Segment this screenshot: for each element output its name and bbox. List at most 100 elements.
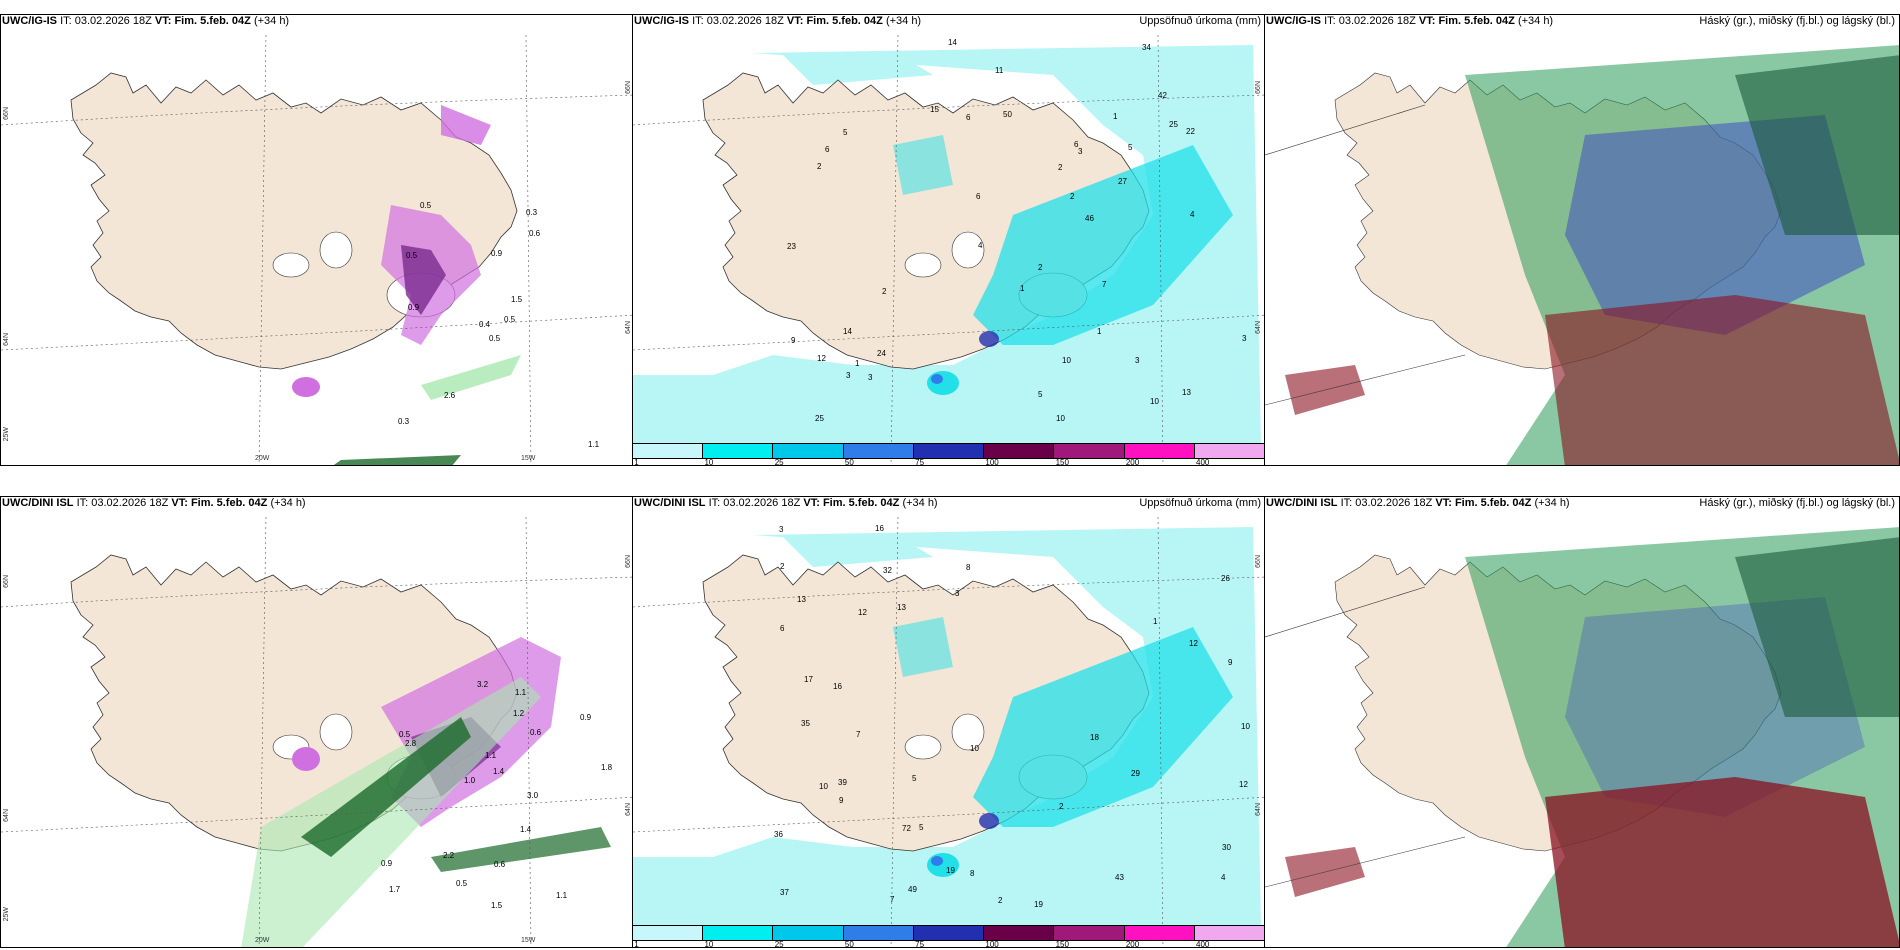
precip-value-label: 0.9 [491, 249, 503, 258]
panel-title: UWC/DINI ISL IT: 03.02.2026 18Z VT: Fim.… [2, 497, 306, 509]
precip-value-label: 8 [966, 563, 971, 572]
precip-value-label: 4 [1221, 873, 1226, 882]
lon-label-15: 15W [521, 937, 536, 944]
precip-value-label: 5 [912, 774, 917, 783]
precip-value-label: 2.8 [405, 739, 417, 748]
precip-value-label: 3.0 [527, 791, 539, 800]
colorbar-swatch [633, 444, 704, 458]
precip-value-label: 1.2 [513, 709, 525, 718]
wind-precip-map: 1.1 1.5 2.2 3.0 1.8 1.7 1.0 1.2 0.9 0.5 1.4 0.6 2.8 3… [1, 497, 633, 947]
precip-value-label: 18 [1090, 733, 1099, 742]
precip-value-label: 1.1 [485, 751, 497, 760]
colorbar-tick-label: 75 [915, 458, 925, 466]
precip-value-label: 24 [877, 349, 886, 358]
precip-value-label: 12 [1239, 780, 1248, 789]
colorbar-swatch [843, 926, 914, 940]
colorbar-swatch [1054, 926, 1125, 940]
precip-value-label: 2 [998, 896, 1003, 905]
precip-value-label: 19 [946, 866, 955, 875]
lat-label-66: 66N [3, 107, 10, 120]
precip-value-label: 12 [858, 608, 867, 617]
precip-value-label: 1.0 [464, 776, 476, 785]
colorbar-swatches [633, 443, 1265, 459]
panel-title: UWC/IG-IS IT: 03.02.2026 18Z VT: Fim. 5.… [1266, 15, 1554, 27]
colorbar-swatch [703, 444, 774, 458]
precip-value-label: 12 [1189, 639, 1198, 648]
precip-value-label: 2.6 [444, 391, 456, 400]
cloud-cover-map [1265, 517, 1899, 947]
precip-value-label: 7 [856, 730, 861, 739]
colorbar-tick-label: 10 [704, 940, 714, 948]
precip-value-label: 23 [787, 242, 796, 251]
precip-value-label: 1 [1153, 617, 1158, 626]
precip-value-label: 0.6 [529, 229, 541, 238]
precip-value-label: 13 [797, 595, 806, 604]
colorbar-swatch [984, 444, 1055, 458]
precip-value-label: 0.4 [479, 320, 491, 329]
precip-value-label: 9 [791, 336, 796, 345]
lat-label-66: 66N [3, 575, 10, 588]
colorbar-swatch [773, 926, 844, 940]
colorbar-tick-label: 400 [1196, 458, 1210, 466]
precip-value-label: 0.6 [530, 728, 542, 737]
panel-title: UWC/DINI ISL IT: 03.02.2026 18Z VT: Fim.… [634, 497, 938, 509]
precip-value-label: 16 [833, 682, 842, 691]
precip-value-label: 7 [1102, 280, 1107, 289]
colorbar-swatch [984, 926, 1055, 940]
precip-value-label: 46 [1085, 214, 1094, 223]
panel-wind-ig: UWC/IG-IS IT: 03.02.2026 18Z VT: Fim. 5.… [0, 14, 634, 466]
colorbar-swatch [1194, 926, 1265, 940]
precip-value-label: 11 [995, 66, 1004, 75]
precip-value-label: 10 [1241, 722, 1250, 731]
colorbar-tick-label: 100 [985, 940, 999, 948]
precip-value-label: 3 [1078, 147, 1083, 156]
panel-precip-dini: UWC/DINI ISL IT: 03.02.2026 18Z VT: Fim.… [632, 496, 1266, 948]
precip-value-label: 1.8 [601, 763, 613, 772]
precip-value-label: 6 [966, 113, 971, 122]
precip-value-label: 1.4 [493, 767, 505, 776]
cloud-cover-map [1265, 35, 1899, 465]
precip-value-label: 3 [1242, 334, 1247, 343]
precip-value-label: 0.9 [381, 859, 393, 868]
precip-value-label: 2.2 [443, 851, 455, 860]
precip-value-label: 30 [1222, 843, 1231, 852]
colorbar-swatches [633, 925, 1265, 941]
precip-value-label: 34 [1142, 43, 1151, 52]
precip-value-label: 4 [1190, 210, 1195, 219]
precip-value-label: 32 [883, 566, 892, 575]
precip-value-label: 9 [839, 796, 844, 805]
colorbar-tick-label: 50 [844, 458, 854, 466]
colorbar-swatch [633, 926, 704, 940]
precip-value-label: 49 [908, 885, 917, 894]
precip-value-label: 1.1 [556, 891, 568, 900]
precip-value-label: 13 [897, 603, 906, 612]
precip-value-label: 25 [1169, 120, 1178, 129]
precip-value-label: 0.5 [456, 879, 468, 888]
colorbar-tick-label: 100 [985, 458, 999, 466]
precip-value-label: 1.5 [511, 295, 523, 304]
colorbar-tick-label: 25 [774, 940, 784, 948]
precip-value-label: 10 [1150, 397, 1159, 406]
precip-value-label: 8 [970, 869, 975, 878]
precip-value-label: 6 [976, 192, 981, 201]
precip-value-label: 10 [1062, 356, 1071, 365]
precip-value-label: 22 [1186, 127, 1195, 136]
precip-value-label: 4 [978, 241, 983, 250]
precip-value-label: 3 [868, 373, 873, 382]
precip-value-label: 6 [825, 145, 830, 154]
precip-value-label: 15 [930, 105, 939, 114]
lon-label-20: 20W [255, 937, 270, 944]
precip-value-label: 14 [843, 327, 852, 336]
precip-value-label: 0.9 [408, 303, 420, 312]
precip-value-label: 3 [955, 589, 960, 598]
colorbar-tick-label: 150 [1055, 458, 1069, 466]
panel-cloud-ig: UWC/IG-IS IT: 03.02.2026 18Z VT: Fim. 5.… [1264, 14, 1900, 466]
lat-label-66-right: 66N [625, 555, 632, 568]
colorbar-swatch [1194, 444, 1265, 458]
precip-value-label: 0.9 [580, 713, 592, 722]
precip-value-label: 6 [1074, 140, 1079, 149]
precip-value-label: 0.5 [399, 730, 411, 739]
precip-value-label: 0.3 [526, 208, 538, 217]
precip-value-label: 5 [1128, 143, 1133, 152]
lat-label-64: 64N [3, 809, 10, 822]
